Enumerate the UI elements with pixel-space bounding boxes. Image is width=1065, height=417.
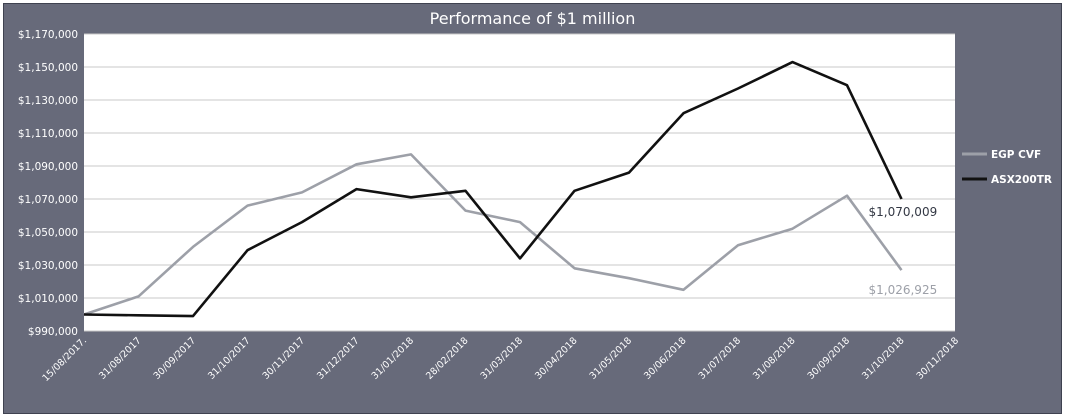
y-tick-label: $1,010,000 — [18, 293, 78, 305]
series-line-asx200tr — [83, 60, 903, 318]
y-tick-label: $1,170,000 — [18, 29, 78, 41]
y-tick-label: $1,150,000 — [18, 62, 78, 74]
end-labels: $1,070,009 $1,026,925 — [869, 205, 938, 297]
x-tick-label: 28/02/2018 — [424, 335, 471, 382]
plot-area — [84, 34, 955, 331]
x-tick-label: 31/08/2018 — [751, 335, 798, 382]
y-axis-ticks: $990,000 $1,010,000 $1,030,000 $1,050,000 $1… — [18, 29, 78, 338]
chart-title: Performance of $1 million — [429, 9, 636, 28]
x-tick-label: 31/03/2018 — [479, 335, 526, 382]
x-tick-label: 30/11/2018 — [915, 335, 962, 382]
x-tick-label: 31/05/2018 — [588, 335, 635, 382]
y-tick-label: $990,000 — [28, 326, 78, 338]
legend-label: EGP CVF — [991, 149, 1041, 161]
x-axis-ticks: 15/08/2017. 31/08/2017 30/09/2017 31/10/201… — [40, 335, 961, 384]
x-tick-label: 31/08/2017 — [97, 335, 144, 382]
y-tick-label: $1,090,000 — [18, 161, 78, 173]
x-tick-label: 31/12/2017 — [315, 335, 362, 382]
x-tick-label: 31/07/2018 — [697, 335, 744, 382]
x-tick-label: 30/09/2017 — [152, 335, 199, 382]
line-chart: $990,000 $1,010,000 $1,030,000 $1,050,000 $1… — [18, 29, 1052, 384]
legend-label: ASX200TR — [991, 174, 1052, 186]
y-tick-label: $1,130,000 — [18, 95, 78, 107]
end-label-asx200tr: $1,070,009 — [869, 205, 938, 219]
y-tick-label: $1,050,000 — [18, 227, 78, 239]
x-tick-label: 31/10/2018 — [860, 335, 907, 382]
x-tick-label: 30/04/2018 — [533, 335, 580, 382]
legend: EGP CVF ASX200TR — [962, 149, 1052, 186]
y-tick-label: $1,110,000 — [18, 128, 78, 140]
x-tick-label: 30/09/2018 — [806, 335, 853, 382]
end-label-egp-cvf: $1,026,925 — [869, 283, 938, 297]
series-line-egp-cvf — [83, 153, 903, 316]
x-tick-label: 30/11/2017 — [261, 335, 308, 382]
gridlines — [84, 33, 955, 332]
x-tick-label: 15/08/2017. — [40, 335, 89, 384]
x-tick-label: 30/06/2018 — [642, 335, 689, 382]
y-tick-label: $1,070,000 — [18, 194, 78, 206]
x-tick-label: 31/01/2018 — [370, 335, 417, 382]
x-tick-label: 31/10/2017 — [206, 335, 253, 382]
chart-frame: Performance of $1 million $990,000 $1,010… — [3, 3, 1062, 414]
series-lines — [83, 60, 903, 318]
y-tick-label: $1,030,000 — [18, 260, 78, 272]
